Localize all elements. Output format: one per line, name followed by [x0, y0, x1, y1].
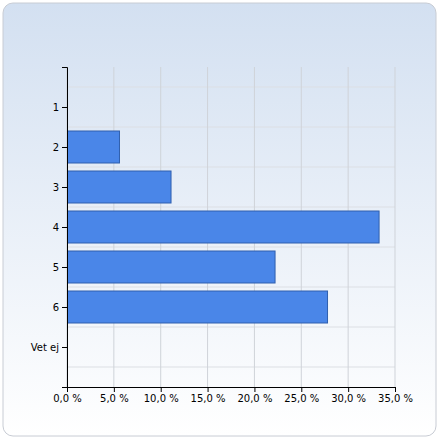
y-tick-mark: [62, 227, 67, 228]
y-tick-label: 3: [53, 182, 59, 193]
bar: [67, 131, 119, 163]
y-tick: 2: [53, 142, 67, 153]
x-tick: 20,0 %: [237, 387, 272, 404]
grid-line-horizontal: [67, 327, 395, 328]
y-tick-label: 1: [53, 102, 59, 113]
grid-line-horizontal: [67, 127, 395, 128]
y-tick: 5: [53, 262, 67, 273]
grid-line-horizontal: [67, 207, 395, 208]
x-tick: 15,0 %: [191, 387, 226, 404]
x-tick: 0,0 %: [53, 387, 82, 404]
grid-line-horizontal: [67, 87, 395, 88]
y-tick: Vet ej: [31, 342, 67, 353]
x-tick: 35,0 %: [378, 387, 413, 404]
panel: [3, 3, 436, 436]
x-tick-mark: [208, 387, 209, 392]
grid-line: [395, 67, 396, 387]
x-tick: 30,0 %: [331, 387, 366, 404]
x-tick-label: 10,0 %: [144, 393, 179, 404]
y-tick-mark: [62, 187, 67, 188]
y-tick: 4: [53, 222, 67, 233]
x-tick-label: 20,0 %: [237, 393, 272, 404]
y-tick-mark: [62, 307, 67, 308]
x-tick-label: 0,0 %: [53, 393, 82, 404]
bar: [67, 211, 379, 243]
y-tick-label: Vet ej: [31, 342, 59, 353]
x-tick-mark: [161, 387, 162, 392]
y-tick: 1: [53, 102, 67, 113]
x-tick-mark: [114, 387, 115, 392]
y-tick: 3: [53, 182, 67, 193]
bar: [67, 291, 328, 323]
x-tick-label: 15,0 %: [191, 393, 226, 404]
y-tick-label: 4: [53, 222, 59, 233]
x-tick: 5,0 %: [100, 387, 129, 404]
grid-line-horizontal: [67, 367, 395, 368]
y-tick: 6: [53, 302, 67, 313]
x-tick: 25,0 %: [284, 387, 319, 404]
grid-line-horizontal: [67, 167, 395, 168]
x-tick-label: 25,0 %: [284, 393, 319, 404]
y-axis: 1 2 3 4 5 6 Vet ej: [31, 68, 68, 388]
bars: [67, 131, 379, 323]
x-tick-mark: [254, 387, 255, 392]
y-tick-label: 2: [53, 142, 59, 153]
x-tick-mark: [348, 387, 349, 392]
x-tick-label: 30,0 %: [331, 393, 366, 404]
y-tick-mark: [62, 267, 67, 268]
y-tick-label: 5: [53, 262, 59, 273]
grid-line-horizontal: [67, 287, 395, 288]
y-tick-mark: [62, 147, 67, 148]
y-axis-line: [62, 68, 68, 388]
bar: [67, 251, 275, 283]
y-tick-label: 6: [53, 302, 59, 313]
x-axis: 0,0 % 5,0 % 10,0 % 15,0 % 20,0 % 25,0 % 30,0 %…: [53, 387, 413, 404]
x-tick: 10,0 %: [144, 387, 179, 404]
x-tick-mark: [301, 387, 302, 392]
chart: 0,0 % 5,0 % 10,0 % 15,0 % 20,0 % 25,0 % 30,0 %…: [0, 0, 441, 441]
x-tick-label: 5,0 %: [100, 393, 129, 404]
grid: [67, 67, 395, 387]
y-tick-mark: [62, 347, 67, 348]
y-tick-mark: [62, 107, 67, 108]
bar: [67, 171, 171, 203]
x-tick-label: 35,0 %: [378, 393, 413, 404]
grid-line-horizontal: [67, 247, 395, 248]
x-axis-line: [68, 388, 396, 393]
x-tick-mark: [395, 387, 396, 392]
